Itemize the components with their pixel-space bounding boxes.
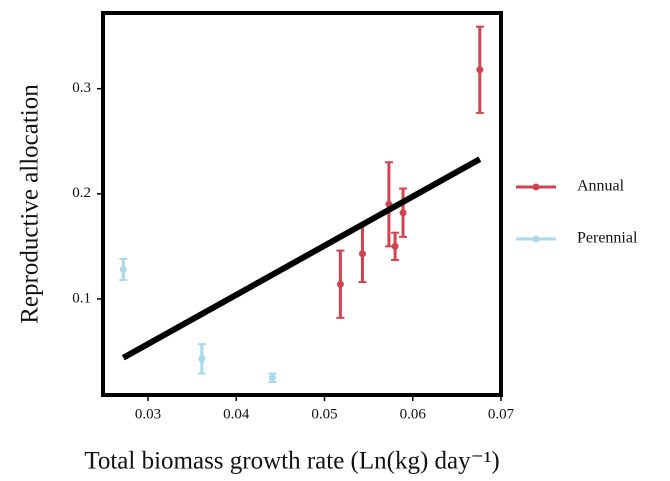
legend-marker bbox=[532, 183, 540, 191]
point bbox=[268, 374, 276, 382]
y-axis-label: Reproductive allocation bbox=[17, 84, 44, 324]
point bbox=[399, 209, 407, 217]
x-tick-label: 0.04 bbox=[223, 406, 250, 422]
point bbox=[198, 355, 206, 363]
y-tick-label: 0.1 bbox=[72, 290, 91, 306]
point bbox=[391, 242, 399, 250]
fit-line bbox=[121, 156, 482, 361]
y-tick-label: 0.2 bbox=[72, 185, 91, 201]
legend-marker bbox=[532, 235, 540, 243]
x-tick-label: 0.07 bbox=[488, 406, 515, 422]
point bbox=[476, 66, 484, 74]
point bbox=[358, 250, 366, 258]
plot-frame bbox=[101, 11, 503, 397]
legend-label: Annual bbox=[577, 178, 625, 195]
point bbox=[119, 265, 127, 273]
x-tick-label: 0.03 bbox=[135, 406, 161, 422]
point bbox=[336, 280, 344, 288]
x-tick-label: 0.06 bbox=[400, 406, 427, 422]
x-tick-label: 0.05 bbox=[311, 406, 337, 422]
y-tick-label: 0.3 bbox=[72, 80, 91, 96]
x-axis-label: Total biomass growth rate (Ln(kg) day⁻¹) bbox=[84, 448, 499, 475]
legend-label: Perennial bbox=[577, 230, 638, 247]
